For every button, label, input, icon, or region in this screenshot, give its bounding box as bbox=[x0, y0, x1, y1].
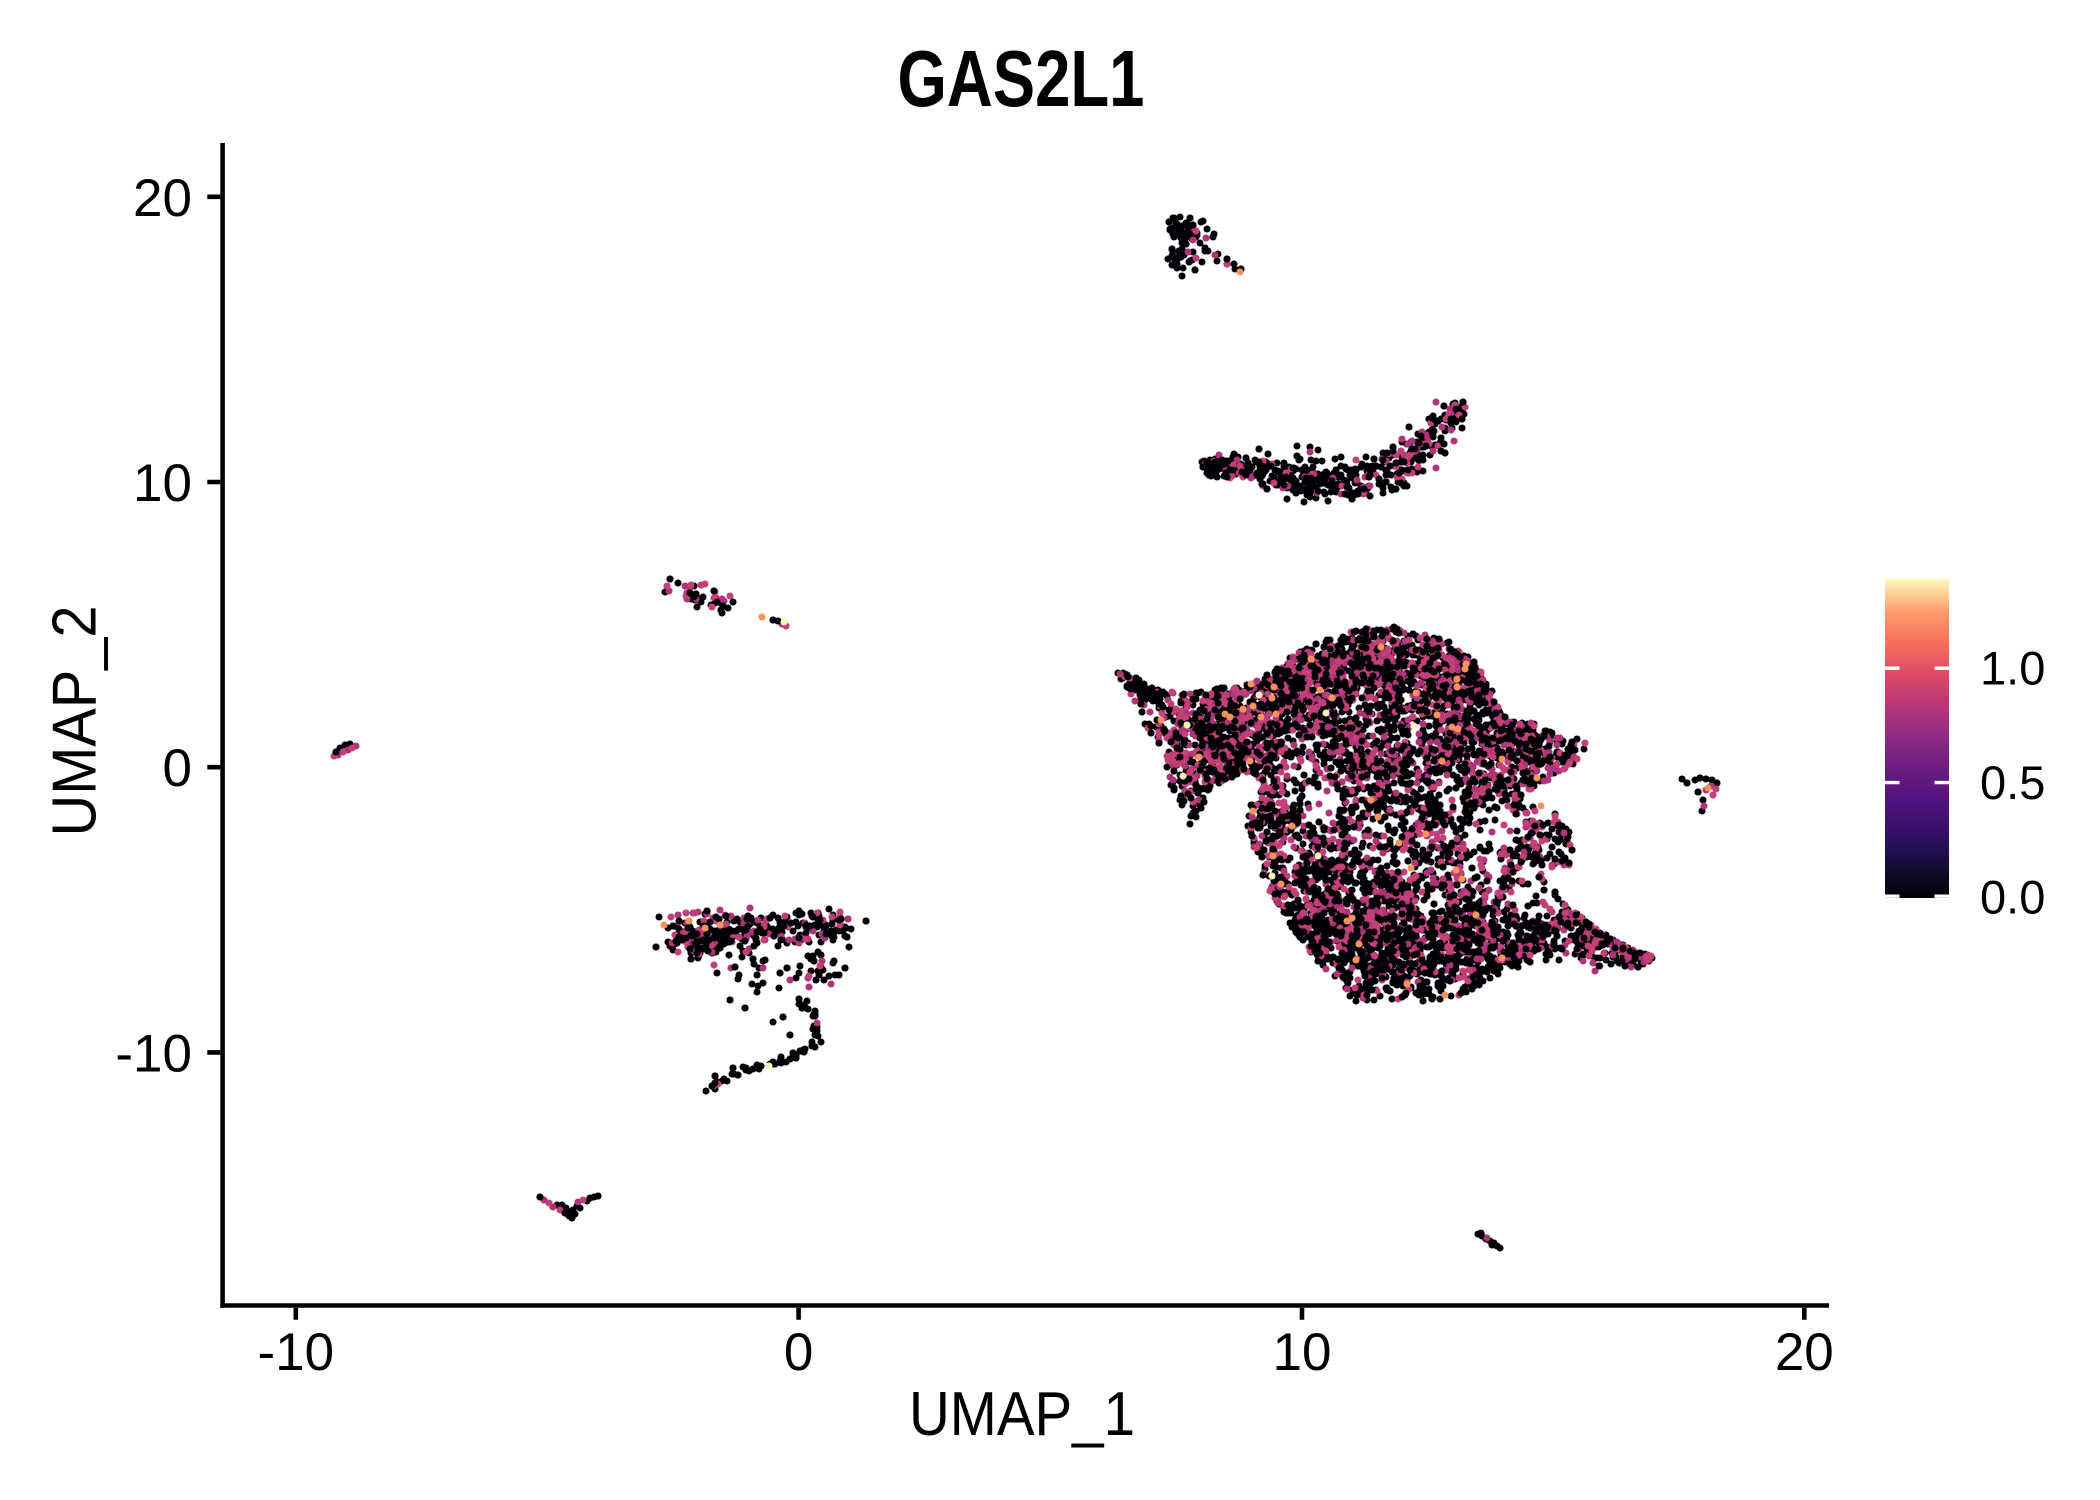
svg-text:20: 20 bbox=[133, 169, 192, 228]
svg-text:0.0: 0.0 bbox=[1980, 870, 2045, 923]
svg-text:-10: -10 bbox=[115, 1024, 192, 1083]
svg-text:20: 20 bbox=[1775, 1323, 1834, 1382]
svg-text:10: 10 bbox=[1273, 1323, 1332, 1382]
svg-text:10: 10 bbox=[133, 454, 192, 513]
svg-text:0: 0 bbox=[163, 739, 192, 798]
svg-text:UMAP_1: UMAP_1 bbox=[909, 1380, 1135, 1449]
svg-text:1.0: 1.0 bbox=[1980, 642, 2045, 695]
svg-text:-10: -10 bbox=[257, 1323, 334, 1382]
svg-text:UMAP_2: UMAP_2 bbox=[41, 606, 110, 837]
svg-text:0.5: 0.5 bbox=[1980, 756, 2045, 809]
svg-text:GAS2L1: GAS2L1 bbox=[898, 34, 1145, 123]
svg-text:0: 0 bbox=[784, 1323, 813, 1382]
